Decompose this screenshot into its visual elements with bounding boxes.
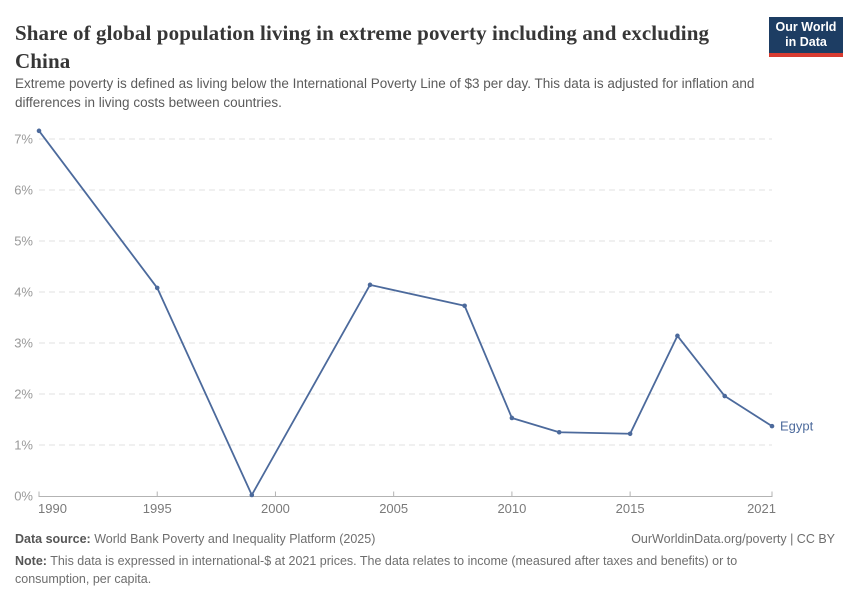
owid-logo-red-bar: [769, 53, 843, 57]
y-axis-tick-label: 6%: [14, 183, 33, 198]
owid-logo-line1: Our World: [775, 20, 837, 34]
series-end-label: Egypt: [780, 419, 814, 434]
x-axis-tick-label: 2000: [261, 501, 290, 516]
data-point-marker: [154, 285, 160, 291]
y-axis-tick-label: 3%: [14, 336, 33, 351]
data-point-marker: [367, 282, 373, 288]
x-axis-tick-label: 1990: [38, 501, 67, 516]
x-axis-tick-label: 1995: [143, 501, 172, 516]
y-axis-tick-label: 0%: [14, 489, 33, 504]
x-axis-tick-label: 2010: [497, 501, 526, 516]
owid-logo-line2: in Data: [785, 34, 827, 49]
footer-note: Note: This data is expressed in internat…: [15, 552, 767, 588]
data-source-value: World Bank Poverty and Inequality Platfo…: [90, 532, 376, 546]
rights-link[interactable]: OurWorldinData.org/poverty | CC BY: [631, 532, 835, 546]
data-point-marker: [769, 423, 775, 429]
note-value: This data is expressed in international-…: [15, 554, 738, 586]
data-point-marker: [556, 429, 562, 435]
data-point-marker: [627, 431, 633, 437]
note-label: Note:: [15, 554, 47, 568]
data-source-text: Data source: World Bank Poverty and Ineq…: [15, 532, 375, 546]
data-point-marker: [722, 393, 728, 399]
owid-logo-text: Our World in Data: [769, 17, 843, 53]
data-point-marker: [509, 415, 515, 421]
data-source-label: Data source:: [15, 532, 91, 546]
series-line-egypt: [38, 129, 773, 496]
chart-subtitle: Extreme poverty is defined as living bel…: [15, 76, 755, 110]
data-point-marker: [675, 333, 680, 339]
data-point-marker: [249, 492, 255, 498]
y-axis-tick-label: 1%: [14, 438, 33, 453]
y-axis-tick-label: 2%: [14, 387, 33, 402]
x-axis-tick-label: 2005: [379, 501, 408, 516]
footer-source-row: Data source: World Bank Poverty and Ineq…: [15, 532, 835, 546]
x-axis-tick-label: 2021: [747, 501, 776, 516]
y-axis-tick-label: 5%: [14, 234, 33, 249]
page-title: Share of global population living in ext…: [15, 21, 710, 73]
owid-logo[interactable]: Our World in Data: [769, 17, 843, 57]
y-axis-tick-label: 7%: [14, 132, 33, 147]
data-point-marker: [462, 303, 467, 309]
x-axis-tick-label: 2015: [616, 501, 645, 516]
y-axis-tick-label: 4%: [14, 285, 33, 300]
data-point-marker: [36, 128, 42, 134]
